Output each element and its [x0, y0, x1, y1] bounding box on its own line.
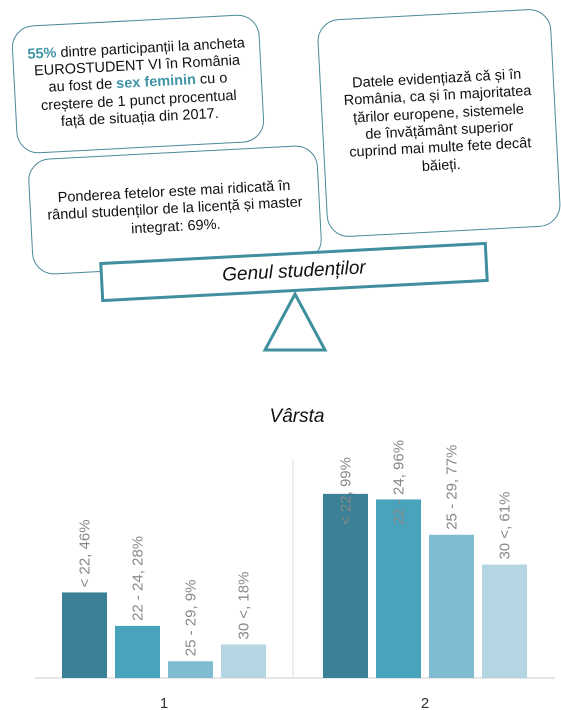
- data-label: < 22, 46%: [77, 519, 94, 587]
- seesaw-label: Genul studenților: [221, 257, 367, 286]
- bar: [62, 592, 107, 678]
- fulcrum: [262, 290, 328, 352]
- bar: [323, 493, 368, 678]
- bar: [168, 661, 213, 678]
- x-tick-label: 2: [421, 695, 429, 710]
- x-tick-label: 1: [160, 695, 168, 710]
- bar: [376, 499, 421, 678]
- data-label: < 22, 99%: [338, 457, 355, 525]
- chart-title: Vârsta: [270, 406, 325, 427]
- data-label: 22 - 24, 28%: [130, 536, 147, 621]
- bar: [221, 644, 266, 678]
- bar: [429, 534, 474, 678]
- data-label: 30 <, 61%: [497, 492, 514, 560]
- bar: [115, 625, 160, 678]
- data-label: 25 - 29, 9%: [183, 580, 200, 657]
- data-label: 30 <, 18%: [236, 572, 253, 640]
- bar: [482, 564, 527, 678]
- data-label: 22 - 24, 96%: [391, 440, 408, 525]
- data-label: 25 - 29, 77%: [444, 445, 461, 530]
